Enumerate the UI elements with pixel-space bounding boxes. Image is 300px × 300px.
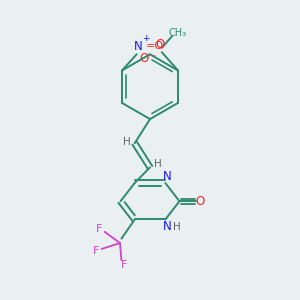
Text: H: H (172, 222, 180, 232)
Text: +: + (142, 34, 150, 43)
Text: H: H (154, 159, 162, 170)
Text: H: H (123, 137, 130, 147)
Text: N: N (163, 220, 172, 233)
Text: N: N (162, 170, 171, 183)
Text: O: O (195, 195, 205, 208)
Text: =O: =O (146, 41, 164, 51)
Text: F: F (93, 246, 100, 256)
Text: ⁻: ⁻ (150, 54, 155, 64)
Text: O: O (156, 38, 165, 50)
Text: O: O (140, 52, 149, 65)
Text: N: N (134, 40, 142, 52)
Text: CH₃: CH₃ (168, 28, 187, 38)
Text: F: F (96, 224, 103, 235)
Text: F: F (121, 260, 127, 270)
